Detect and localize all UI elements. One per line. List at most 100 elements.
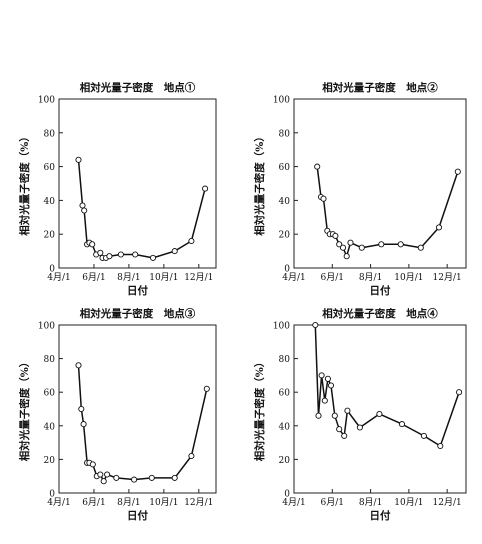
x-axis-label: 日付 <box>127 509 148 522</box>
data-point <box>75 156 82 163</box>
data-point <box>202 185 209 192</box>
data-point <box>332 232 339 239</box>
x-tick-label: 10月/1 <box>394 497 423 508</box>
x-axis-label: 日付 <box>370 284 391 297</box>
data-point <box>188 452 195 460</box>
chart-panel-3: 相対光量子密度 地点③ 0 20 40 60 80 100 4月/1 6月/1 8月/1 10月/1… <box>18 307 217 522</box>
y-axis-label: 相対光量子密度（%） <box>18 131 31 235</box>
data-point <box>420 432 427 439</box>
y-tick-label: 60 <box>44 389 56 399</box>
data-point <box>79 202 86 209</box>
data-point <box>336 426 343 433</box>
data-point <box>89 461 96 468</box>
x-tick-label: 8月/1 <box>359 497 383 508</box>
x-tick-label: 10月/1 <box>394 272 423 283</box>
data-point <box>315 412 322 419</box>
data-point <box>113 474 120 481</box>
data-point <box>131 476 138 483</box>
x-tick-label: 4月/1 <box>47 272 71 283</box>
data-point <box>100 478 107 485</box>
y-axis-label: 相対光量子密度（%） <box>18 357 31 461</box>
y-tick-label: 80 <box>279 129 291 139</box>
data-point <box>339 244 347 251</box>
chart-title: 相対光量子密度 地点④ <box>322 307 438 320</box>
data-point <box>117 251 124 258</box>
y-tick-label: 60 <box>279 163 291 173</box>
data-point <box>378 241 385 248</box>
data-point <box>456 389 463 396</box>
data-point <box>417 244 424 251</box>
plot-frame <box>58 98 217 269</box>
data-point <box>78 405 85 413</box>
y-tick-label: 100 <box>38 322 55 332</box>
data-point <box>97 249 104 256</box>
series-line <box>314 324 460 447</box>
y-tick-label: 40 <box>279 197 291 207</box>
y-tick-label: 20 <box>279 456 291 466</box>
chart-title: 相対光量子密度 地点③ <box>80 307 196 320</box>
plot-frame <box>293 98 467 269</box>
data-point <box>89 241 96 248</box>
data-point <box>188 237 195 245</box>
data-point <box>454 168 461 175</box>
x-tick-label: 10月/1 <box>149 272 178 283</box>
y-tick-label: 100 <box>273 322 290 332</box>
y-tick-label: 0 <box>284 265 290 275</box>
data-point <box>203 385 210 392</box>
chart-title: 相対光量子密度 地点① <box>80 81 196 94</box>
data-point <box>149 254 157 261</box>
chart-title: 相対光量子密度 地点② <box>322 81 438 94</box>
x-tick-label: 6月/1 <box>82 272 106 283</box>
data-point <box>341 432 348 439</box>
y-axis-label: 相対光量子密度（%） <box>253 357 266 461</box>
y-tick-label: 40 <box>44 422 56 432</box>
data-point <box>148 474 155 481</box>
x-tick-label: 4月/1 <box>282 497 306 508</box>
y-tick-label: 100 <box>273 96 290 106</box>
data-point <box>106 253 113 260</box>
y-axis-label: 相対光量子密度（%） <box>253 131 266 235</box>
y-tick-label: 80 <box>279 355 291 365</box>
data-point <box>331 412 338 419</box>
plot-frame <box>58 324 217 494</box>
data-point <box>312 321 319 329</box>
data-point <box>171 248 178 255</box>
x-tick-label: 12月/1 <box>433 272 462 283</box>
y-tick-label: 0 <box>49 490 55 500</box>
y-tick-label: 40 <box>279 422 291 432</box>
data-point <box>336 241 343 248</box>
data-point <box>435 224 443 231</box>
x-tick-label: 12月/1 <box>433 497 462 508</box>
data-point <box>318 372 325 379</box>
chart-panel-4: 相対光量子密度 地点④ 0 20 40 60 80 100 4月/1 6月/1 8月/1 10月/1… <box>253 307 467 522</box>
x-tick-label: 10月/1 <box>149 497 178 508</box>
data-point <box>376 410 383 418</box>
y-tick-label: 0 <box>284 490 290 500</box>
data-point <box>75 362 82 369</box>
data-point <box>347 239 354 246</box>
x-tick-label: 12月/1 <box>184 497 213 508</box>
x-tick-label: 6月/1 <box>321 272 345 283</box>
y-tick-label: 100 <box>38 96 55 106</box>
chart-panel-1: 相対光量子密度 地点① 0 20 40 60 80 100 4月/1 6月/1 8月/1 10月/1… <box>18 81 217 297</box>
x-tick-label: 4月/1 <box>282 272 306 283</box>
y-tick-label: 0 <box>49 265 55 275</box>
data-point <box>320 195 327 202</box>
y-tick-label: 60 <box>279 389 291 399</box>
x-tick-label: 12月/1 <box>184 272 213 283</box>
data-point <box>80 421 87 428</box>
plot-frame <box>293 324 467 494</box>
x-axis-label: 日付 <box>370 509 391 522</box>
chart-panel-2: 相対光量子密度 地点② 0 20 40 60 80 100 4月/1 6月/1 8月/1 10月/1… <box>253 81 467 297</box>
x-tick-label: 8月/1 <box>117 272 141 283</box>
data-point <box>344 407 351 414</box>
data-point <box>327 382 335 389</box>
data-point <box>81 207 88 214</box>
y-tick-label: 60 <box>44 163 56 173</box>
x-tick-label: 6月/1 <box>82 497 106 508</box>
x-tick-label: 6月/1 <box>321 497 345 508</box>
y-tick-label: 80 <box>44 129 56 139</box>
data-point <box>356 424 363 431</box>
